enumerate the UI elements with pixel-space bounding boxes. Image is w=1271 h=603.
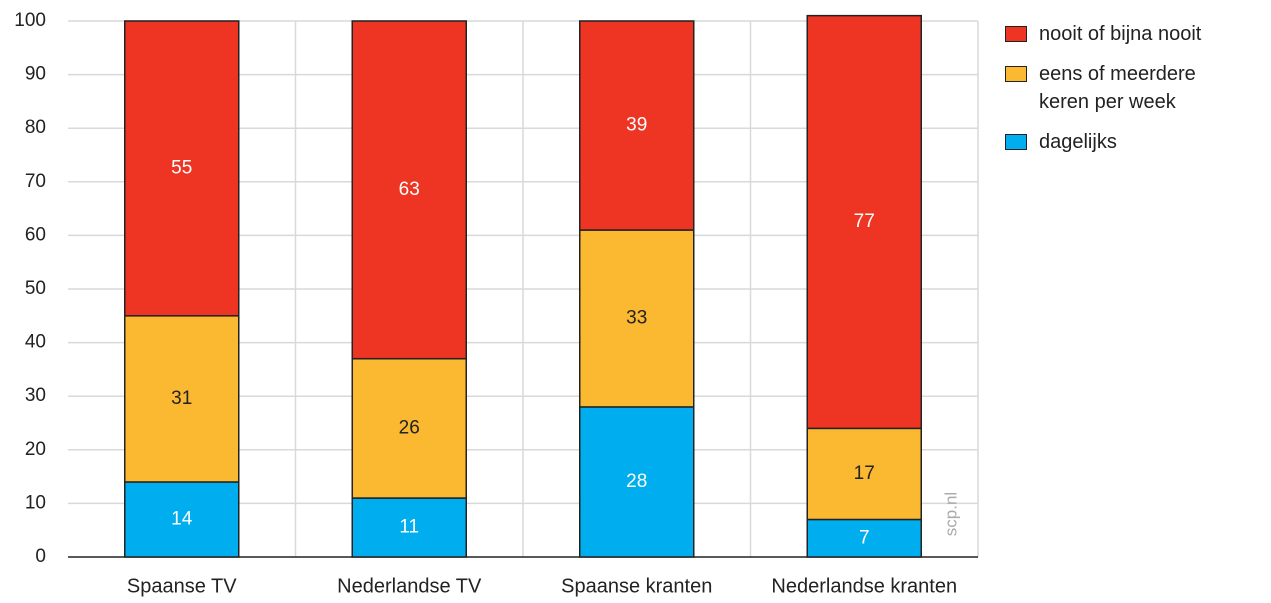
bar-segment	[124, 20, 240, 317]
y-tick-label: 20	[25, 439, 46, 460]
chart: 0 10 20 30 40 50 60 70 80 90 100 Spaanse TV 14 31 55 Ne…	[14, 10, 979, 597]
bar-segment	[806, 427, 922, 521]
y-tick-label: 50	[25, 278, 46, 299]
legend-swatch	[1005, 134, 1027, 150]
bar-segment	[579, 229, 695, 408]
data-label: 63	[399, 179, 420, 200]
x-tick-label: Nederlandse TV	[337, 575, 482, 597]
legend-item: nooit of bijna nooit	[1005, 20, 1271, 48]
legend-swatch	[1005, 66, 1027, 82]
data-label: 26	[399, 417, 420, 438]
watermark: scp.nl	[941, 492, 960, 536]
bar-segment	[351, 497, 467, 558]
y-tick-label: 80	[25, 117, 46, 138]
data-label: 31	[171, 388, 192, 409]
legend-label: nooit of bijna nooit	[1039, 23, 1202, 45]
legend-item: dagelijks	[1005, 128, 1271, 156]
x-tick-label: Spaanse TV	[127, 575, 237, 597]
data-label: 33	[626, 307, 647, 328]
data-label: 28	[626, 471, 647, 492]
data-label: 55	[171, 157, 192, 178]
bar-segment	[351, 20, 467, 360]
x-tick-label: Spaanse kranten	[561, 575, 712, 597]
bar-segment	[124, 481, 240, 558]
x-tick-label: Nederlandse kranten	[771, 575, 957, 597]
y-tick-label: 90	[25, 64, 46, 85]
y-tick-label: 30	[25, 385, 46, 406]
legend-label: eens of meerdere keren per week	[1039, 63, 1196, 113]
data-label: 7	[859, 527, 870, 548]
bar-segment	[806, 14, 922, 430]
y-tick-label: 100	[14, 10, 46, 31]
data-label: 14	[171, 508, 193, 529]
data-label: 77	[854, 211, 875, 232]
bar-segment	[351, 357, 467, 499]
y-tick-label: 10	[25, 492, 46, 513]
bar-segment	[806, 518, 922, 558]
y-tick-label: 0	[35, 546, 46, 567]
legend-swatch	[1005, 26, 1027, 42]
bar-segment	[579, 20, 695, 231]
legend-item: eens of meerdere keren per week	[1005, 60, 1271, 116]
data-label: 39	[626, 115, 647, 136]
y-tick-label: 60	[25, 224, 46, 245]
data-label: 17	[854, 463, 875, 484]
y-tick-label: 40	[25, 332, 46, 353]
bar-segment	[124, 315, 240, 483]
legend: nooit of bijna nooit eens of meerdere ker…	[1005, 20, 1271, 168]
data-label: 11	[399, 517, 419, 538]
y-tick-label: 70	[25, 171, 46, 192]
legend-label: dagelijks	[1039, 131, 1117, 153]
